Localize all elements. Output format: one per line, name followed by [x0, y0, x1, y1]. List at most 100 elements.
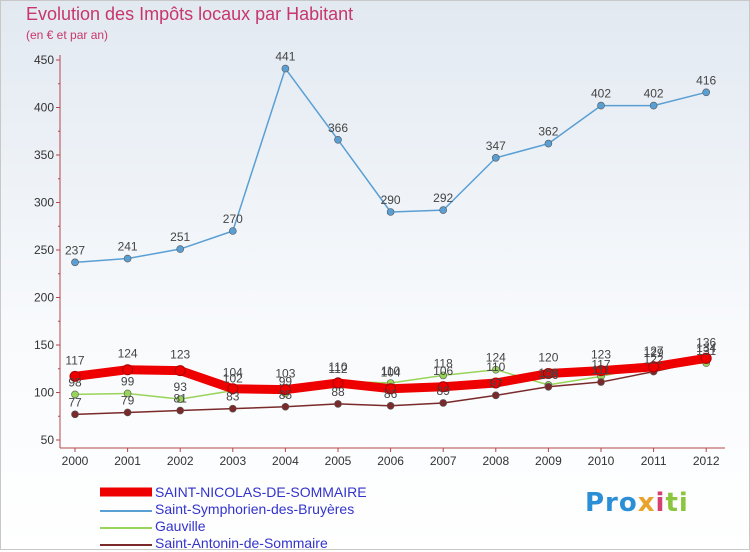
data-point [334, 136, 342, 144]
data-label: 136 [696, 335, 716, 349]
x-tick-label: 2004 [272, 454, 299, 468]
data-point [174, 365, 186, 377]
legend-swatch [100, 527, 152, 529]
x-tick-label: 2007 [430, 454, 457, 468]
data-label: 77 [68, 395, 82, 409]
x-tick-label: 2000 [62, 454, 89, 468]
data-point [439, 399, 448, 407]
data-label: 251 [170, 230, 190, 244]
data-point [597, 378, 605, 386]
data-point [648, 361, 660, 373]
data-label: 110 [486, 360, 505, 374]
proxiti-logo: Proxiti [585, 488, 689, 518]
data-label: 292 [433, 191, 453, 205]
data-label: 124 [486, 351, 506, 365]
data-point [700, 352, 712, 364]
chart-title: Evolution des Impôts locaux par Habitant [26, 4, 354, 24]
data-label: 85 [279, 388, 293, 402]
data-point [542, 368, 554, 379]
data-label: 237 [65, 243, 85, 257]
chart-subtitle: (en € et par an) [26, 28, 109, 42]
data-label: 402 [591, 87, 611, 101]
data-point [544, 382, 553, 391]
data-label: 106 [433, 364, 453, 378]
data-point [439, 206, 448, 214]
data-label: 120 [538, 351, 558, 365]
data-point [281, 402, 290, 411]
y-tick-label: 300 [34, 196, 54, 210]
x-tick-label: 2001 [114, 454, 141, 468]
legend-swatch [100, 544, 152, 546]
data-label: 99 [121, 374, 135, 388]
data-label: 86 [384, 387, 398, 401]
data-label: 129 [644, 346, 664, 360]
data-label: 347 [486, 139, 506, 153]
data-point [281, 64, 290, 73]
y-tick-label: 100 [34, 386, 54, 400]
y-tick-label: 200 [34, 291, 54, 305]
data-label: 402 [644, 87, 664, 101]
data-point [437, 381, 449, 393]
data-label: 88 [331, 385, 345, 399]
data-label: 112 [328, 362, 347, 376]
data-label: 97 [489, 376, 503, 390]
data-point [595, 365, 607, 377]
chart-legend: SAINT-NICOLAS-DE-SOMMAIRE Saint-Symphori… [100, 484, 520, 552]
data-point [386, 208, 395, 216]
data-point [227, 383, 239, 395]
data-label: 270 [223, 212, 243, 226]
data-label: 131 [696, 344, 716, 358]
data-label: 111 [592, 363, 611, 377]
data-label: 81 [174, 392, 188, 406]
x-tick-label: 2006 [377, 454, 404, 468]
y-tick-label: 50 [41, 433, 55, 447]
data-point [123, 254, 132, 263]
data-label: 241 [118, 240, 138, 254]
x-tick-label: 2009 [535, 454, 562, 468]
data-point [71, 258, 79, 267]
x-tick-label: 2002 [167, 454, 194, 468]
legend-item-gauville: Gauville [100, 518, 520, 535]
data-point [597, 101, 605, 110]
data-point [544, 139, 553, 148]
x-tick-label: 2011 [641, 454, 667, 468]
data-label: 118 [434, 356, 453, 370]
data-point [229, 227, 237, 235]
data-label: 117 [65, 353, 84, 367]
data-point [176, 245, 184, 253]
y-tick-label: 150 [34, 338, 54, 352]
data-label: 123 [591, 348, 611, 362]
data-label: 110 [381, 364, 400, 378]
data-point [176, 406, 184, 415]
x-tick-label: 2003 [219, 454, 246, 468]
data-label: 99 [279, 374, 293, 388]
data-point [439, 371, 448, 380]
data-point [123, 408, 132, 417]
x-tick-label: 2008 [482, 454, 509, 468]
data-point [491, 391, 500, 400]
data-label: 290 [381, 193, 401, 207]
data-point [279, 384, 291, 396]
data-point [334, 400, 342, 408]
y-tick-label: 450 [34, 53, 54, 67]
data-point [332, 377, 344, 389]
y-tick-label: 250 [34, 243, 54, 257]
data-label: 117 [591, 357, 610, 371]
data-label: 104 [223, 366, 243, 380]
chart-axes: 50 100 150 200 250 300 350 400 450 2000 2001 2002 20… [34, 53, 725, 468]
data-label: 127 [644, 344, 664, 358]
legend-item-saint-symphorien: Saint-Symphorien-des-Bruyères [100, 501, 520, 518]
data-point [702, 88, 711, 97]
legend-label: Gauville [155, 518, 206, 534]
data-label: 79 [121, 393, 135, 407]
data-label: 416 [696, 73, 716, 87]
x-tick-label: 2005 [325, 454, 352, 468]
series-layer [69, 64, 712, 419]
data-labels-layer: 237 241 251 270 441 366 290 292 347 362 402 402 416 9… [65, 50, 717, 410]
legend-item-saint-antonin: Saint-Antonin-de-Sommaire [100, 535, 520, 552]
data-point [122, 364, 134, 376]
data-point [490, 377, 502, 389]
data-label: 89 [437, 384, 451, 398]
